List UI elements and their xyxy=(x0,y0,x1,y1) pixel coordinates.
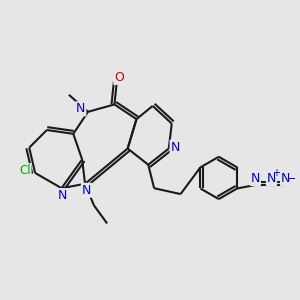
Text: +: + xyxy=(272,168,280,178)
Text: N: N xyxy=(281,172,290,185)
Text: N: N xyxy=(57,189,67,202)
Text: N: N xyxy=(250,172,260,185)
Text: N: N xyxy=(267,172,276,185)
Text: N: N xyxy=(82,184,91,197)
Text: N: N xyxy=(171,141,180,154)
Text: O: O xyxy=(114,71,124,84)
Text: N: N xyxy=(76,102,85,116)
Text: −: − xyxy=(287,173,296,184)
Text: Cl: Cl xyxy=(19,164,31,177)
